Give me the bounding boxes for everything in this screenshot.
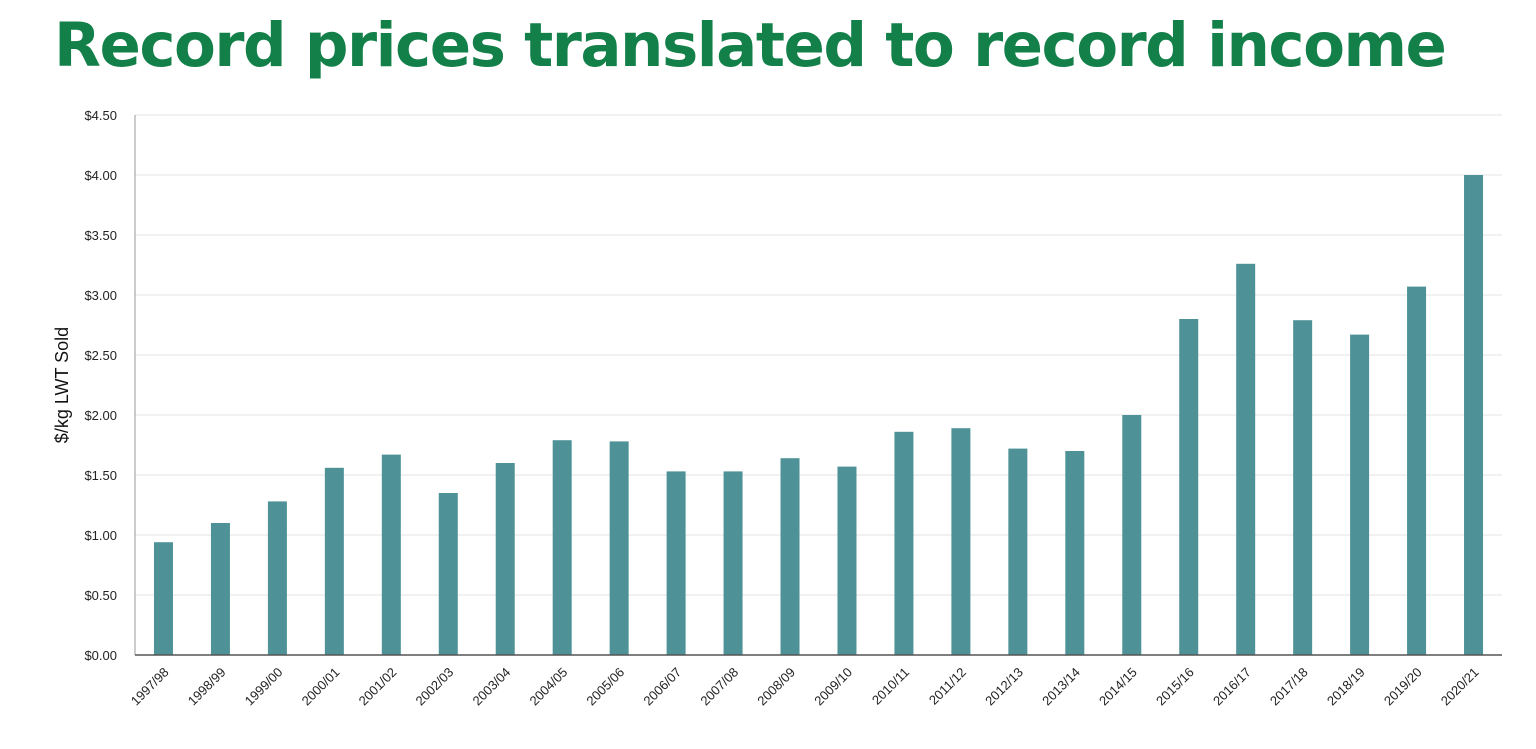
bar-2014-15: [1122, 415, 1142, 655]
x-tick-label: 2010/11: [869, 665, 912, 708]
x-tick-label: 2005/06: [583, 665, 627, 709]
bar-series: [153, 175, 1484, 655]
x-tick-label: 2020/21: [1438, 665, 1482, 709]
x-tick-label: 2013/14: [1039, 665, 1083, 709]
y-tick-label: $4.50: [84, 108, 117, 123]
bar-1998-99: [210, 523, 230, 655]
y-tick-label: $0.50: [84, 588, 117, 603]
y-tick-label: $3.50: [84, 228, 117, 243]
y-tick-label: $2.00: [84, 408, 117, 423]
y-tick-labels: $0.00 $0.50 $1.00 $1.50 $2.00 $2.50 $3.00 $3.50…: [84, 108, 117, 663]
bar-2009-10: [837, 466, 857, 655]
x-tick-label: 2011/12: [926, 665, 969, 708]
y-tick-label: $2.50: [84, 348, 117, 363]
bar-2001-02: [381, 454, 401, 655]
axes: [134, 115, 1502, 656]
y-tick-label: $1.00: [84, 528, 117, 543]
slide-title: Record prices translated to record incom…: [54, 10, 1447, 81]
bar-2013-14: [1065, 451, 1085, 655]
y-tick-label: $1.50: [84, 468, 117, 483]
gridlines: [135, 114, 1502, 596]
x-tick-label: 2007/08: [697, 665, 741, 709]
bar-2011-12: [951, 428, 971, 655]
x-tick-label: 2012/13: [982, 665, 1026, 709]
bar-2017-18: [1293, 320, 1313, 655]
x-tick-label: 2001/02: [356, 665, 400, 709]
x-tick-label: 2009/10: [811, 665, 855, 709]
x-tick-label: 2018/19: [1324, 665, 1368, 709]
bar-2006-07: [666, 471, 686, 655]
bar-2002-03: [438, 493, 458, 655]
x-tick-label: 2019/20: [1381, 665, 1425, 709]
x-tick-label: 1998/99: [185, 665, 229, 709]
bar-2000-01: [324, 467, 344, 655]
x-tick-label: 2017/18: [1267, 665, 1311, 709]
x-tick-label: 2006/07: [640, 665, 684, 709]
bar-2019-20: [1407, 286, 1427, 655]
y-tick-label: $4.00: [84, 168, 117, 183]
y-tick-label: $3.00: [84, 288, 117, 303]
x-tick-label: 1999/00: [242, 665, 286, 709]
bar-2016-17: [1236, 263, 1256, 655]
x-tick-labels: 1997/98 1998/99 1999/00 2000/01 2001/02 2002/…: [128, 665, 1482, 709]
x-tick-label: 2003/04: [470, 665, 514, 709]
bar-2010-11: [894, 431, 914, 655]
bar-1997-98: [153, 542, 173, 655]
y-axis-label: $/kg LWT Sold: [52, 327, 72, 443]
y-tick-label: $0.00: [84, 648, 117, 663]
bar-2005-06: [609, 441, 629, 655]
x-tick-label: 1997/98: [128, 665, 172, 709]
x-tick-label: 2008/09: [754, 665, 798, 709]
x-tick-label: 2015/16: [1153, 665, 1197, 709]
x-tick-label: 2016/17: [1210, 665, 1254, 709]
x-tick-label: 2014/15: [1096, 665, 1140, 709]
bar-2003-04: [495, 463, 515, 655]
x-tick-label: 2002/03: [413, 665, 457, 709]
bar-1999-00: [267, 501, 287, 655]
bar-2012-13: [1008, 448, 1028, 655]
bar-2018-19: [1350, 334, 1370, 655]
bar-2004-05: [552, 440, 572, 655]
bar-2008-09: [780, 458, 800, 655]
bar-2020-21: [1464, 175, 1484, 655]
bar-2015-16: [1179, 319, 1199, 655]
x-tick-label: 2004/05: [526, 665, 570, 709]
bar-2007-08: [723, 471, 743, 655]
x-tick-label: 2000/01: [299, 665, 343, 709]
